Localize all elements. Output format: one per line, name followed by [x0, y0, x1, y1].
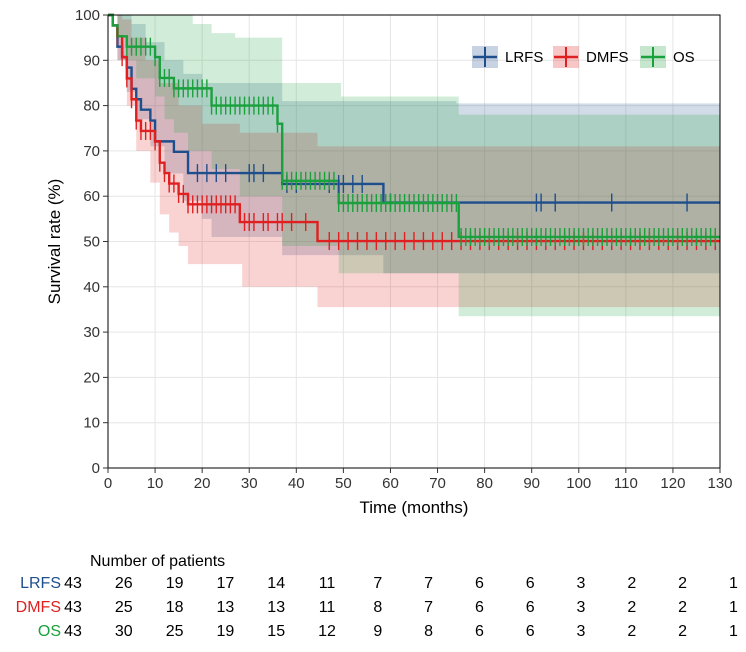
risk-value: 25: [166, 623, 184, 640]
risk-value: 43: [64, 599, 82, 616]
risk-value: 7: [424, 599, 433, 616]
risk-value: 6: [475, 623, 484, 640]
x-tick-label: 10: [147, 475, 164, 492]
risk-value: 13: [267, 599, 285, 616]
risk-value: 8: [373, 599, 382, 616]
risk-value: 19: [217, 623, 235, 640]
axes: 0 10 20 30 40 50 60 70 80 90 100 110 120 130 0 10 20 30 40…: [75, 7, 733, 492]
risk-value: 6: [526, 623, 535, 640]
risk-value: 6: [475, 575, 484, 592]
x-tick-label: 60: [382, 475, 399, 492]
os-risk-label: OS: [38, 623, 61, 640]
x-tick-label: 110: [614, 475, 638, 492]
x-tick-label: 20: [194, 475, 211, 492]
risk-value: 26: [115, 575, 133, 592]
risk-value: 1: [729, 599, 738, 616]
risk-value: 14: [267, 575, 285, 592]
x-tick-label: 70: [429, 475, 446, 492]
risk-value: 30: [115, 623, 133, 640]
x-tick-label: 40: [288, 475, 305, 492]
x-tick-label: 90: [523, 475, 540, 492]
censor-marks: [116, 27, 716, 251]
risk-value: 7: [373, 575, 382, 592]
risk-value: 6: [526, 599, 535, 616]
x-tick-label: 30: [241, 475, 258, 492]
x-tick-label: 130: [707, 475, 732, 492]
legend: LRFS DMFS OS: [472, 46, 695, 68]
risk-value: 2: [678, 599, 687, 616]
risk-value: 3: [577, 623, 586, 640]
risk-table: Number of patients LRFS 43 26 19 17 14 11 7 7 6 6 3…: [16, 553, 738, 640]
dmfs-curve: [108, 13, 720, 243]
dmfs-legend-label: DMFS: [586, 49, 629, 66]
risk-value: 2: [678, 623, 687, 640]
y-tick-label: 100: [75, 7, 100, 24]
risk-value: 9: [373, 623, 382, 640]
x-tick-label: 50: [335, 475, 352, 492]
x-tick-label: 0: [104, 475, 112, 492]
y-tick-label: 60: [83, 188, 100, 205]
x-tick-label: 120: [660, 475, 685, 492]
y-tick-label: 80: [83, 98, 100, 115]
risk-value: 43: [64, 623, 82, 640]
x-tick-label: 80: [476, 475, 493, 492]
dmfs-risk-label: DMFS: [16, 599, 61, 616]
y-tick-label: 30: [83, 324, 100, 341]
risk-value: 2: [627, 599, 636, 616]
y-tick-label: 40: [83, 279, 100, 296]
x-axis-title: Time (months): [360, 498, 469, 517]
risk-value: 7: [424, 575, 433, 592]
risk-value: 13: [217, 599, 235, 616]
risk-value: 15: [267, 623, 285, 640]
risk-value: 17: [217, 575, 235, 592]
y-tick-label: 10: [83, 415, 100, 432]
lrfs-ci-band: [108, 15, 720, 274]
lrfs-legend-label: LRFS: [505, 49, 543, 66]
risk-value: 43: [64, 575, 82, 592]
risk-table-title: Number of patients: [90, 553, 225, 570]
risk-value: 3: [577, 575, 586, 592]
risk-value: 12: [318, 623, 336, 640]
risk-value: 2: [678, 575, 687, 592]
x-tick-label: 100: [566, 475, 591, 492]
risk-value: 6: [526, 575, 535, 592]
y-axis-title: Survival rate (%): [45, 179, 64, 305]
risk-value: 2: [627, 623, 636, 640]
risk-value: 1: [729, 575, 738, 592]
os-legend-label: OS: [673, 49, 695, 66]
y-tick-label: 50: [83, 234, 100, 251]
lrfs-risk-label: LRFS: [20, 575, 61, 592]
risk-value: 3: [577, 599, 586, 616]
risk-value: 25: [115, 599, 133, 616]
risk-value: 11: [319, 599, 336, 616]
risk-value: 19: [166, 575, 184, 592]
risk-value: 8: [424, 623, 433, 640]
risk-value: 18: [166, 599, 184, 616]
dmfs-ci-band: [108, 15, 720, 308]
risk-value: 11: [319, 575, 336, 592]
y-tick-label: 0: [92, 460, 100, 477]
y-tick-label: 20: [83, 369, 100, 386]
y-tick-label: 90: [83, 52, 100, 69]
y-tick-label: 70: [83, 143, 100, 160]
risk-value: 2: [627, 575, 636, 592]
risk-value: 6: [475, 599, 484, 616]
risk-value: 1: [729, 623, 738, 640]
